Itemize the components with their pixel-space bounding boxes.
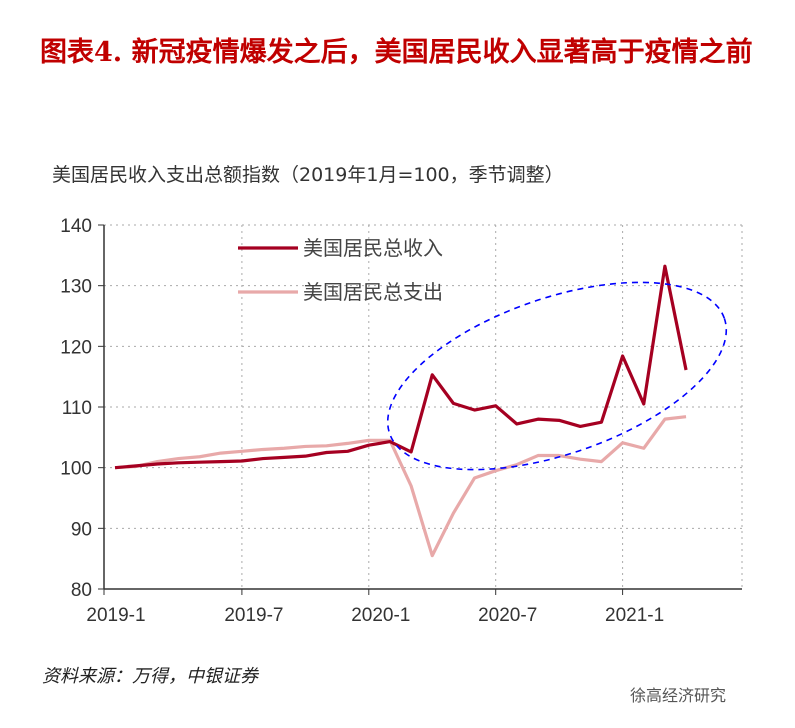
source-note: 资料来源：万得，中银证券 <box>42 666 258 687</box>
x-tick-label: 2019-1 <box>86 605 145 626</box>
y-tick-label: 90 <box>71 519 92 540</box>
y-tick-label: 130 <box>60 277 92 298</box>
x-tick-label: 2020-7 <box>478 605 537 626</box>
legend-label: 美国居民总收入 <box>303 237 443 260</box>
y-tick-label: 120 <box>60 337 92 358</box>
series-line-income <box>114 264 688 470</box>
chart-title: 美国居民收入支出总额指数（2019年1月=100，季节调整） <box>52 164 564 186</box>
watermark: 徐高经济研究 <box>630 686 727 705</box>
x-tick-label: 2021-1 <box>605 605 664 626</box>
annotation-ellipse <box>386 281 728 471</box>
y-tick-label: 80 <box>71 580 92 601</box>
series-line-spending <box>114 415 687 558</box>
x-tick-label: 2019-7 <box>224 605 283 626</box>
y-tick-label: 140 <box>60 216 92 237</box>
y-tick-label: 110 <box>62 398 92 419</box>
x-tick-label: 2020-1 <box>351 605 410 626</box>
figure-title: 图表4. 新冠疫情爆发之后，美国居民收入显著高于疫情之前 <box>40 37 753 68</box>
y-tick-label: 100 <box>60 459 92 480</box>
legend-label: 美国居民总支出 <box>303 281 443 304</box>
